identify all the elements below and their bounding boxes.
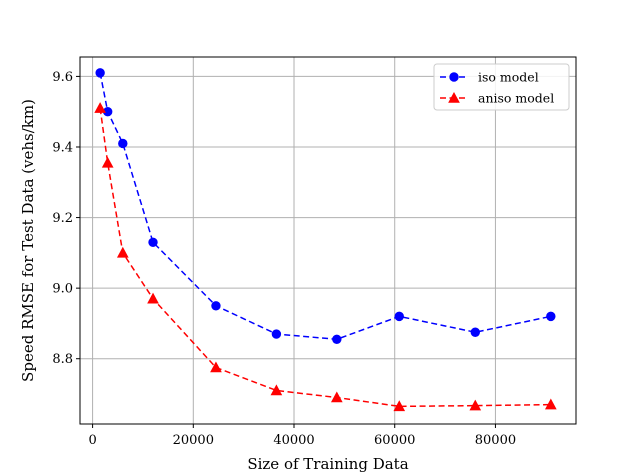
legend-box (433, 63, 570, 111)
legend: iso model aniso model (433, 63, 570, 111)
iso-model-point (211, 301, 221, 311)
x-tick-label: 0 (88, 433, 96, 448)
y-tick-label: 9.6 (52, 70, 73, 85)
aniso-model-point (469, 399, 482, 411)
iso-model-point (118, 138, 128, 149)
x-tick-label: 20000 (173, 433, 214, 448)
aniso-model-point (270, 384, 283, 396)
x-axis-label: Size of Training Data (247, 455, 408, 473)
aniso-model-point (210, 361, 222, 373)
iso-model-point (95, 68, 105, 78)
axis-ticks: 0 20000 40000 60000 80000 8.8 9.0 9.2 9.4 9.6 (52, 70, 516, 448)
aniso-model-point (116, 246, 129, 258)
iso-model-point (148, 237, 158, 247)
iso-model-line (99, 72, 551, 341)
iso-model-point (470, 327, 480, 337)
aniso-model-series (94, 102, 557, 412)
y-tick-label: 9.0 (52, 282, 73, 297)
y-tick-label: 9.2 (52, 211, 73, 226)
iso-model-point (394, 311, 404, 322)
aniso-model-line (99, 108, 551, 408)
y-axis-label: Speed RMSE for Test Data (vehs/km) (19, 99, 37, 382)
iso-model-point (332, 334, 342, 345)
aniso-model-point (147, 292, 159, 304)
x-tick-label: 60000 (374, 433, 415, 448)
y-tick-label: 8.8 (52, 352, 73, 367)
legend-marker-aniso-model (448, 91, 460, 103)
aniso-model-point (330, 391, 343, 403)
legend-label-iso-model: iso model (478, 70, 539, 85)
aniso-model-point (544, 398, 557, 410)
x-tick-label: 80000 (475, 433, 516, 448)
aniso-model-point (101, 156, 114, 168)
plot-frame (79, 56, 577, 425)
series-layer (94, 68, 557, 412)
iso-model-series (95, 68, 556, 345)
aniso-model-point (94, 102, 106, 113)
iso-model-point (271, 329, 282, 339)
iso-model-point (546, 311, 556, 322)
y-tick-label: 9.4 (52, 140, 73, 155)
x-tick-label: 40000 (273, 433, 314, 448)
legend-marker-iso-model (449, 72, 459, 82)
legend-label-aniso-model: aniso model (478, 91, 554, 106)
aniso-model-point (393, 400, 406, 412)
